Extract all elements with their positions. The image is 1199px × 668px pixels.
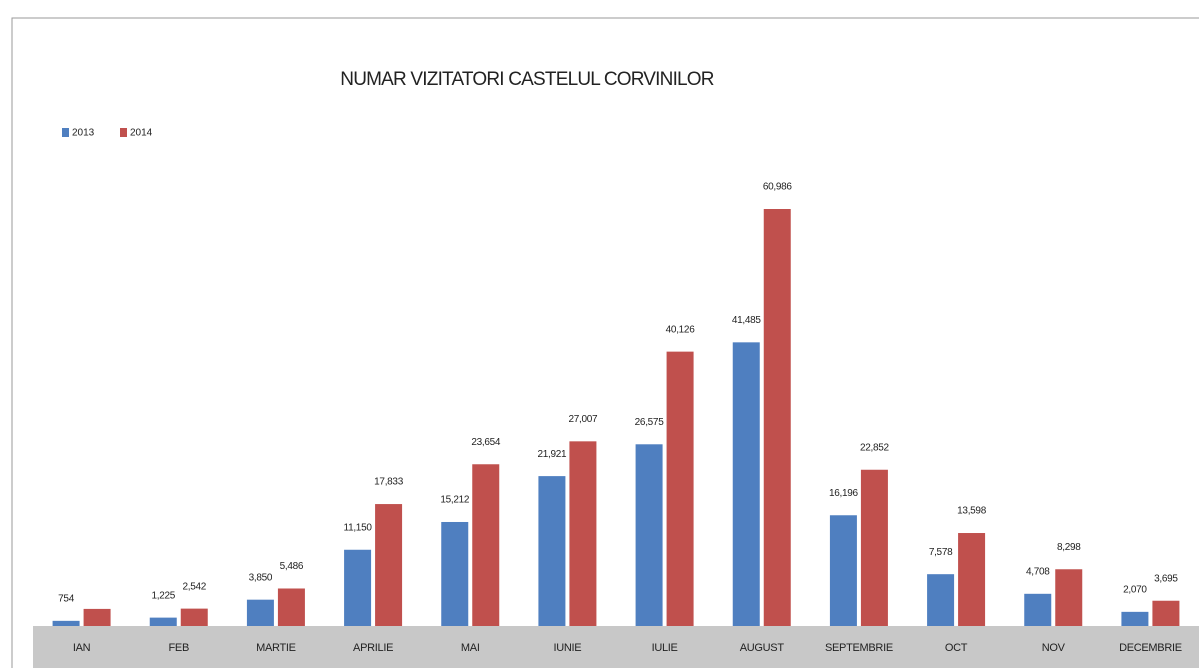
bar bbox=[52, 620, 80, 626]
bar bbox=[246, 599, 274, 626]
bar bbox=[149, 617, 177, 626]
bar bbox=[666, 351, 694, 626]
x-tick-label: APRILIE bbox=[353, 642, 393, 654]
bar bbox=[860, 469, 888, 626]
data-label: 16,196 bbox=[829, 488, 859, 499]
category-band bbox=[33, 626, 1199, 668]
bar bbox=[277, 588, 305, 626]
data-label: 11,150 bbox=[344, 522, 373, 533]
bar bbox=[635, 444, 663, 626]
bar bbox=[180, 608, 208, 626]
data-label: 23,654 bbox=[471, 437, 501, 448]
bar bbox=[958, 533, 986, 626]
data-label: 27,007 bbox=[569, 414, 599, 425]
bar bbox=[1024, 593, 1052, 626]
bar bbox=[732, 342, 760, 626]
chart-frame bbox=[11, 17, 1199, 668]
bar bbox=[763, 209, 791, 626]
data-label: 8,298 bbox=[1057, 542, 1081, 553]
bar bbox=[375, 504, 403, 626]
data-label: 15,212 bbox=[440, 495, 470, 506]
x-tick-label: FEB bbox=[169, 642, 190, 654]
chart-title: NUMAR VIZITATORI CASTELUL CORVINILOR bbox=[340, 69, 714, 90]
data-label: 26,575 bbox=[635, 417, 665, 428]
data-label: 1,225 bbox=[151, 590, 175, 601]
bar bbox=[441, 521, 469, 626]
data-label: 60,986 bbox=[763, 182, 793, 193]
data-label: 4,708 bbox=[1026, 566, 1050, 577]
x-tick-label: MAI bbox=[461, 642, 480, 654]
bar bbox=[1121, 611, 1149, 626]
bar bbox=[927, 574, 955, 626]
bar bbox=[538, 476, 566, 626]
bar bbox=[344, 549, 372, 626]
data-label: 22,852 bbox=[860, 442, 890, 453]
data-label: 2,542 bbox=[182, 581, 206, 592]
data-label: 17,833 bbox=[374, 477, 404, 488]
data-label: 3,695 bbox=[1154, 573, 1178, 584]
x-tick-label: IAN bbox=[73, 642, 91, 654]
data-label: 3,850 bbox=[249, 572, 273, 583]
data-label: 21,921 bbox=[538, 449, 568, 460]
bar bbox=[1055, 569, 1083, 626]
x-tick-label: IUNIE bbox=[553, 642, 581, 654]
x-tick-label: SEPTEMBRIE bbox=[825, 642, 893, 654]
legend-label: 2013 bbox=[72, 128, 95, 139]
data-label: 40,126 bbox=[666, 324, 696, 335]
legend-swatch bbox=[120, 128, 127, 137]
data-label: 754 bbox=[58, 593, 75, 604]
bar bbox=[569, 441, 597, 626]
legend-swatch bbox=[62, 128, 69, 137]
bar bbox=[1152, 600, 1180, 626]
x-tick-label: DECEMBRIE bbox=[1119, 642, 1182, 654]
bar bbox=[829, 515, 857, 626]
data-label: 7,578 bbox=[929, 547, 953, 558]
bar bbox=[472, 464, 500, 626]
x-tick-label: MARTIE bbox=[256, 642, 296, 654]
x-tick-label: OCT bbox=[945, 642, 968, 654]
data-label: 41,485 bbox=[732, 315, 762, 326]
data-label: 2,070 bbox=[1123, 584, 1147, 595]
x-tick-label: AUGUST bbox=[740, 642, 785, 654]
data-label: 13,598 bbox=[957, 506, 987, 517]
legend-label: 2014 bbox=[130, 128, 153, 139]
x-tick-label: IULIE bbox=[652, 642, 678, 654]
x-tick-label: NOV bbox=[1042, 642, 1066, 654]
bar bbox=[83, 608, 111, 626]
data-label: 5,486 bbox=[280, 561, 304, 572]
